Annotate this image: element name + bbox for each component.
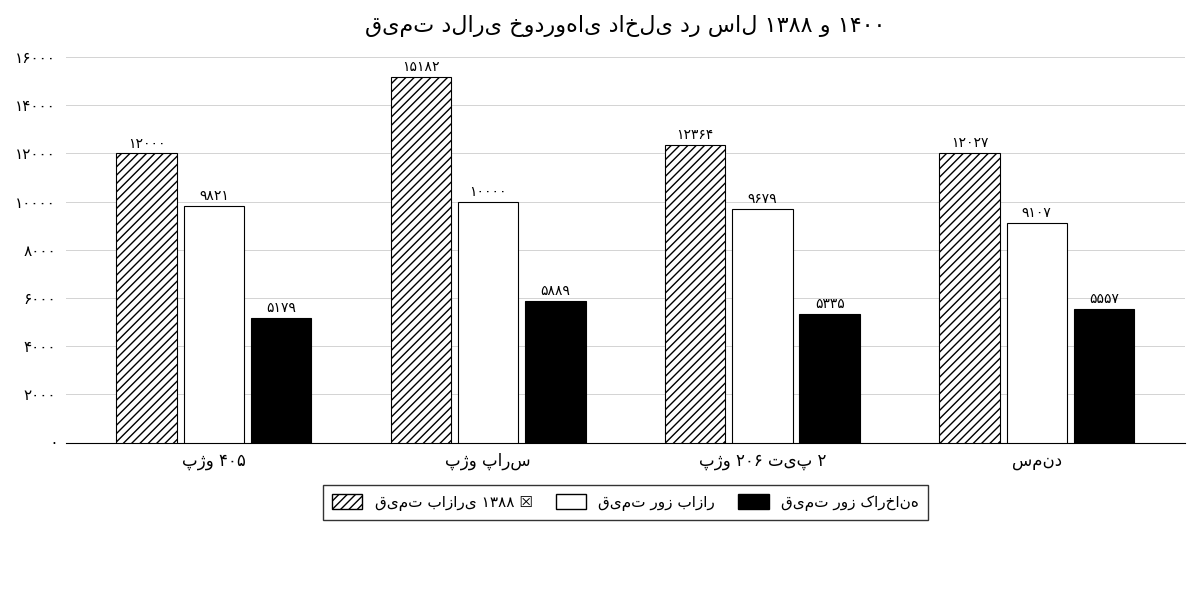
Text: ۵۱۷۹: ۵۱۷۹ [266,301,296,315]
Text: ۹۸۲۱: ۹۸۲۱ [199,189,229,203]
Text: ۹۶۷۹: ۹۶۷۹ [748,192,778,206]
Bar [940,153,1000,443]
Bar [184,206,244,443]
Bar [116,153,176,443]
Text: ۱۵۱۸۲: ۱۵۱۸۲ [402,60,439,74]
Bar [526,301,586,443]
Bar [799,314,860,443]
Bar [458,201,518,443]
Title: قیمت دلاری خودروهای داخلی در سال ۱۳۸۸ و ۱۴۰۰: قیمت دلاری خودروهای داخلی در سال ۱۳۸۸ و … [365,15,886,37]
Bar [391,77,451,443]
Text: ۵۸۸۹: ۵۸۸۹ [540,284,570,298]
Text: ۵۳۳۵: ۵۳۳۵ [815,297,845,311]
Text: ۱۲۰۰۰: ۱۲۰۰۰ [128,137,166,150]
Text: ۱۲۰۲۷: ۱۲۰۲۷ [950,136,989,150]
Text: ۱۲۳۶۴: ۱۲۳۶۴ [677,128,714,142]
Bar [1074,309,1134,443]
Text: ۹۱۰۷: ۹۱۰۷ [1022,206,1051,221]
Text: ۱۰۰۰۰: ۱۰۰۰۰ [469,185,506,199]
Bar [665,145,726,443]
Text: ۵۵۵۷: ۵۵۵۷ [1088,292,1118,306]
Legend: قیمت بازاری ۱۳۸۸ ☒, قیمت روز بازار, قیمت روز کارخانه: قیمت بازاری ۱۳۸۸ ☒, قیمت روز بازار, قیمت… [323,485,928,520]
Bar [1007,223,1067,443]
Bar [251,318,311,443]
Bar [732,209,793,443]
